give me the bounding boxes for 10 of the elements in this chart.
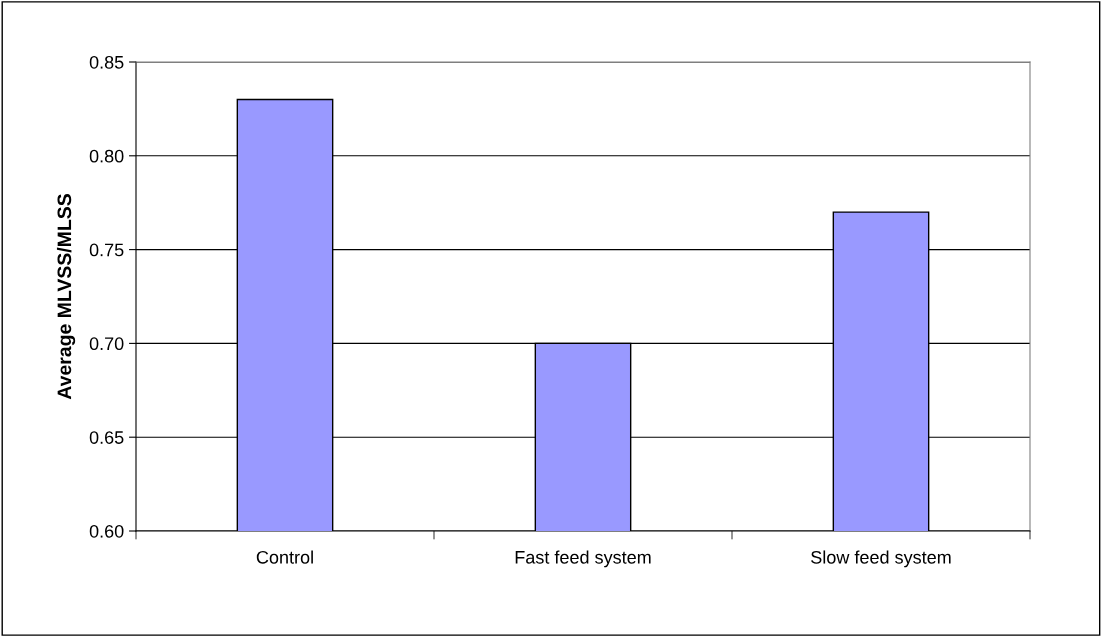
x-tick-label: Slow feed system: [811, 550, 951, 568]
y-axis-title: Average MLVSS/MLSS: [56, 194, 76, 400]
y-tick-label: 0.85: [89, 55, 124, 69]
y-tick-label: 0.75: [89, 243, 124, 257]
x-tick-label: Fast feed system: [515, 550, 651, 568]
y-tick-label: 0.70: [89, 337, 124, 351]
x-tick-label: Control: [256, 550, 313, 564]
y-tick-label: 0.60: [89, 524, 124, 538]
y-tick-label: 0.65: [89, 431, 124, 444]
y-tick-label: 0.80: [89, 149, 124, 163]
